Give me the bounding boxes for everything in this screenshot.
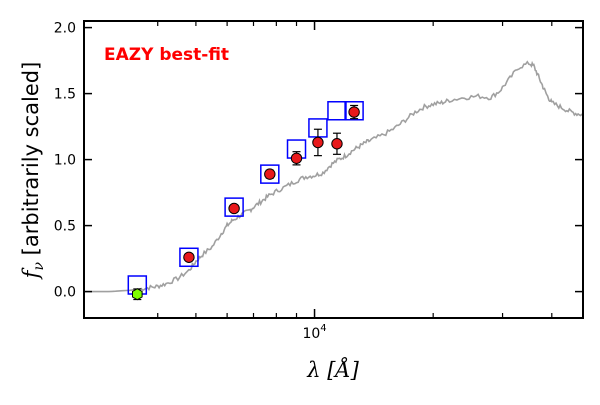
y-axis-symbol: f: [19, 267, 43, 280]
model-spectrum-layer: [84, 60, 584, 293]
observed-point: [264, 168, 276, 180]
y-tick-label: 2.0: [54, 21, 76, 37]
observed-point-hexagon: [132, 288, 143, 301]
x-axis-symbol: λ: [306, 358, 320, 382]
y-tick-label: 0.0: [54, 285, 76, 301]
observed-point: [290, 152, 303, 164]
observed-point: [228, 202, 240, 215]
x-axis-spacer: [321, 358, 328, 382]
model-photometry-box: [327, 101, 347, 121]
y-tick-label: 0.5: [54, 219, 76, 235]
y-tick-label: 1.0: [54, 153, 76, 169]
observed-point: [183, 251, 195, 263]
model-photometry-layer: [127, 101, 364, 295]
x-tick-label-exponent: 4: [320, 323, 326, 334]
plot-frame: [83, 20, 584, 319]
axis-ticks-layer: 0.0 0.5 1.0 1.5 2.0 104: [54, 21, 583, 342]
y-axis-label: fν [arbitrarily scaled]: [19, 62, 47, 281]
x-tick-label: 104: [302, 323, 326, 342]
svg-text:fν [arbitrarily scaled]: fν [arbitrarily scaled]: [19, 62, 47, 281]
model-photometry-box: [224, 197, 244, 217]
observed-point: [312, 136, 324, 149]
x-axis-unit: [Å]: [327, 357, 359, 382]
model-photometry-box: [179, 247, 199, 268]
x-tick-label-base: 10: [302, 326, 320, 342]
x-axis-label: λ [Å]: [306, 357, 359, 382]
y-axis-subscript: ν: [31, 262, 47, 271]
observed-photometry-layer: [132, 104, 360, 301]
observed-point: [331, 138, 343, 150]
y-axis-text: [arbitrarily scaled]: [19, 62, 43, 256]
y-axis-spacer: [19, 255, 43, 262]
y-tick-label: 1.5: [54, 87, 76, 103]
observed-point: [348, 106, 360, 118]
fit-annotation: EAZY best-fit: [104, 45, 229, 65]
model-spectrum-line: [84, 60, 584, 293]
model-photometry-box: [260, 164, 280, 184]
model-photometry-box: [344, 101, 364, 121]
